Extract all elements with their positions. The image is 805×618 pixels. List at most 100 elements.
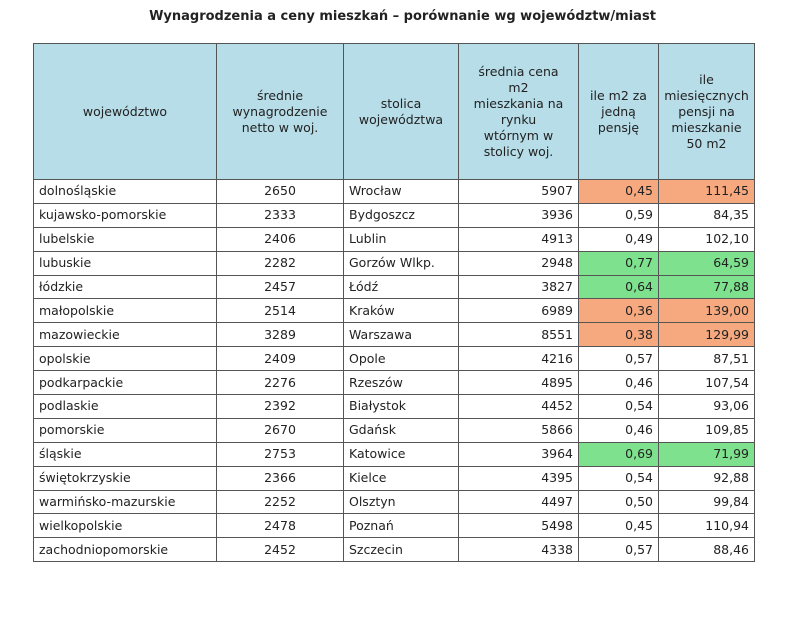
price-m2-cell: 2948 bbox=[458, 250, 579, 276]
capital-cell: Olsztyn bbox=[343, 489, 459, 515]
table-row: warmińsko-mazurskie 2252 Olsztyn 4497 0,50 99… bbox=[33, 489, 755, 515]
months-cell: 71,99 bbox=[658, 441, 755, 467]
months-cell: 109,85 bbox=[658, 417, 755, 443]
months-cell: 107,54 bbox=[658, 370, 755, 396]
m2-per-salary-cell: 0,57 bbox=[578, 537, 659, 563]
capital-cell: Katowice bbox=[343, 441, 459, 467]
table-row: opolskie 2409 Opole 4216 0,57 87,51 bbox=[33, 346, 755, 372]
salary-cell: 2406 bbox=[216, 226, 344, 252]
m2-per-salary-cell: 0,59 bbox=[578, 202, 659, 228]
salary-cell: 2392 bbox=[216, 394, 344, 419]
m2-per-salary-cell: 0,54 bbox=[578, 394, 659, 419]
months-cell: 84,35 bbox=[658, 202, 755, 228]
table-row: świętokrzyskie 2366 Kielce 4395 0,54 92,88 bbox=[33, 465, 755, 491]
comparison-table: województwo średnie wynagrodzenie netto … bbox=[33, 43, 755, 563]
months-cell: 92,88 bbox=[658, 465, 755, 491]
header-m2-per-salary: ile m2 za jedną pensję bbox=[578, 43, 659, 180]
m2-per-salary-cell: 0,57 bbox=[578, 346, 659, 372]
table-row: lubelskie 2406 Lublin 4913 0,49 102,10 bbox=[33, 226, 755, 252]
months-cell: 77,88 bbox=[658, 274, 755, 300]
price-m2-cell: 4895 bbox=[458, 370, 579, 396]
salary-cell: 2753 bbox=[216, 441, 344, 467]
voivodeship-cell: warmińsko-mazurskie bbox=[33, 489, 217, 515]
capital-cell: Szczecin bbox=[343, 537, 459, 563]
capital-cell: Bydgoszcz bbox=[343, 202, 459, 228]
months-cell: 88,46 bbox=[658, 537, 755, 563]
m2-per-salary-cell: 0,49 bbox=[578, 226, 659, 252]
table-row: śląskie 2753 Katowice 3964 0,69 71,99 bbox=[33, 441, 755, 467]
capital-cell: Łódź bbox=[343, 274, 459, 300]
voivodeship-cell: śląskie bbox=[33, 441, 217, 467]
header-capital: stolica województwa bbox=[343, 43, 459, 180]
m2-per-salary-cell: 0,77 bbox=[578, 250, 659, 276]
table-row: pomorskie 2670 Gdańsk 5866 0,46 109,85 bbox=[33, 417, 755, 443]
price-m2-cell: 5907 bbox=[458, 179, 579, 204]
voivodeship-cell: łódzkie bbox=[33, 274, 217, 300]
salary-cell: 2457 bbox=[216, 274, 344, 300]
capital-cell: Gdańsk bbox=[343, 417, 459, 443]
voivodeship-cell: podlaskie bbox=[33, 394, 217, 419]
price-m2-cell: 4395 bbox=[458, 465, 579, 491]
m2-per-salary-cell: 0,69 bbox=[578, 441, 659, 467]
capital-cell: Białystok bbox=[343, 394, 459, 419]
salary-cell: 2276 bbox=[216, 370, 344, 396]
m2-per-salary-cell: 0,50 bbox=[578, 489, 659, 515]
table-row: wielkopolskie 2478 Poznań 5498 0,45 110,94 bbox=[33, 513, 755, 539]
salary-cell: 2650 bbox=[216, 179, 344, 204]
table-row: lubuskie 2282 Gorzów Wlkp. 2948 0,77 64,59 bbox=[33, 250, 755, 276]
capital-cell: Opole bbox=[343, 346, 459, 372]
months-cell: 87,51 bbox=[658, 346, 755, 372]
capital-cell: Kielce bbox=[343, 465, 459, 491]
table-title: Wynagrodzenia a ceny mieszkań – porównan… bbox=[149, 9, 656, 24]
salary-cell: 2333 bbox=[216, 202, 344, 228]
voivodeship-cell: wielkopolskie bbox=[33, 513, 217, 539]
m2-per-salary-cell: 0,46 bbox=[578, 370, 659, 396]
months-cell: 110,94 bbox=[658, 513, 755, 539]
salary-cell: 2478 bbox=[216, 513, 344, 539]
salary-cell: 2452 bbox=[216, 537, 344, 563]
voivodeship-cell: pomorskie bbox=[33, 417, 217, 443]
months-cell: 64,59 bbox=[658, 250, 755, 276]
price-m2-cell: 3964 bbox=[458, 441, 579, 467]
voivodeship-cell: opolskie bbox=[33, 346, 217, 372]
m2-per-salary-cell: 0,45 bbox=[578, 513, 659, 539]
voivodeship-cell: dolnośląskie bbox=[33, 179, 217, 204]
months-cell: 111,45 bbox=[658, 179, 755, 204]
months-cell: 99,84 bbox=[658, 489, 755, 515]
voivodeship-cell: mazowieckie bbox=[33, 322, 217, 348]
capital-cell: Kraków bbox=[343, 298, 459, 324]
capital-cell: Gorzów Wlkp. bbox=[343, 250, 459, 276]
price-m2-cell: 5866 bbox=[458, 417, 579, 443]
salary-cell: 3289 bbox=[216, 322, 344, 348]
m2-per-salary-cell: 0,38 bbox=[578, 322, 659, 348]
table-row: podlaskie 2392 Białystok 4452 0,54 93,06 bbox=[33, 394, 755, 419]
voivodeship-cell: podkarpackie bbox=[33, 370, 217, 396]
price-m2-cell: 4913 bbox=[458, 226, 579, 252]
header-months: ile miesięcznych pensji na mieszkanie 50… bbox=[658, 43, 755, 180]
salary-cell: 2514 bbox=[216, 298, 344, 324]
table-row: małopolskie 2514 Kraków 6989 0,36 139,00 bbox=[33, 298, 755, 324]
capital-cell: Wrocław bbox=[343, 179, 459, 204]
price-m2-cell: 3827 bbox=[458, 274, 579, 300]
price-m2-cell: 4452 bbox=[458, 394, 579, 419]
table-row: łódzkie 2457 Łódź 3827 0,64 77,88 bbox=[33, 274, 755, 300]
salary-cell: 2282 bbox=[216, 250, 344, 276]
table-row: kujawsko-pomorskie 2333 Bydgoszcz 3936 0,59 8… bbox=[33, 202, 755, 228]
m2-per-salary-cell: 0,46 bbox=[578, 417, 659, 443]
voivodeship-cell: małopolskie bbox=[33, 298, 217, 324]
price-m2-cell: 3936 bbox=[458, 202, 579, 228]
table-row: mazowieckie 3289 Warszawa 8551 0,38 129,99 bbox=[33, 322, 755, 348]
price-m2-cell: 4216 bbox=[458, 346, 579, 372]
months-cell: 102,10 bbox=[658, 226, 755, 252]
months-cell: 93,06 bbox=[658, 394, 755, 419]
price-m2-cell: 8551 bbox=[458, 322, 579, 348]
voivodeship-cell: zachodniopomorskie bbox=[33, 537, 217, 563]
capital-cell: Poznań bbox=[343, 513, 459, 539]
header-salary: średnie wynagrodzenie netto w woj. bbox=[216, 43, 344, 180]
voivodeship-cell: lubelskie bbox=[33, 226, 217, 252]
salary-cell: 2366 bbox=[216, 465, 344, 491]
table-body: dolnośląskie 2650 Wrocław 5907 0,45 111,45 kuj… bbox=[33, 179, 755, 563]
salary-cell: 2409 bbox=[216, 346, 344, 372]
salary-cell: 2252 bbox=[216, 489, 344, 515]
capital-cell: Rzeszów bbox=[343, 370, 459, 396]
